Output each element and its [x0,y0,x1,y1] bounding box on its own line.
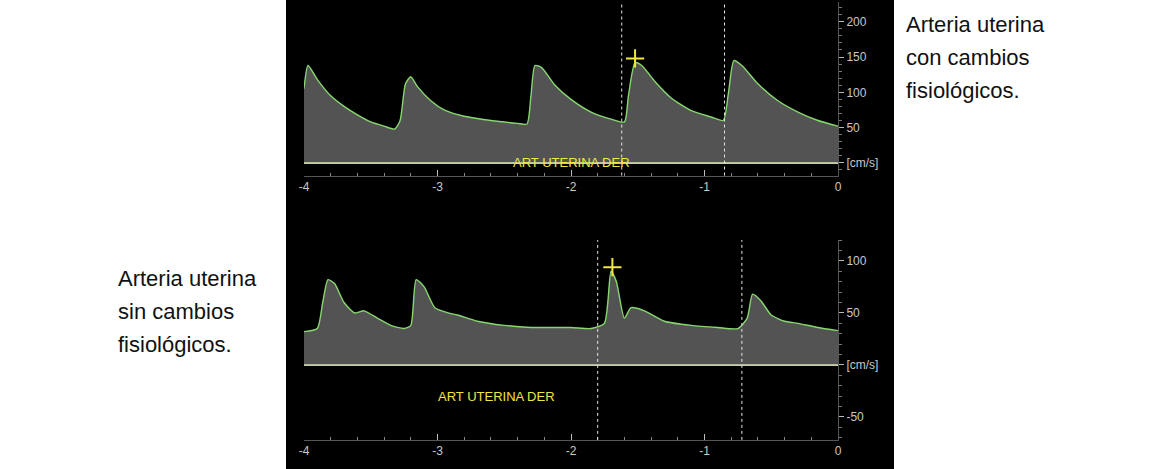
svg-text:50: 50 [846,306,860,320]
svg-text:[cm/s]: [cm/s] [846,156,878,170]
svg-text:200: 200 [846,15,866,29]
svg-text:ART UTERINA DER: ART UTERINA DER [438,389,555,404]
svg-text:0: 0 [835,444,842,458]
svg-text:-4: -4 [299,180,310,194]
svg-text:[cm/s]: [cm/s] [846,358,878,372]
svg-text:50: 50 [846,121,860,135]
svg-text:100: 100 [846,254,866,268]
svg-text:-1: -1 [699,180,710,194]
svg-text:100: 100 [846,86,866,100]
svg-text:-3: -3 [432,444,443,458]
svg-text:-4: -4 [299,444,310,458]
html-text:Arteria uterina con cambios fi: Arteria uterina con cambios fisiológicos… [906,12,1045,103]
svg-text:-2: -2 [566,180,577,194]
svg-text:-3: -3 [432,180,443,194]
html-text:Arteria uterina sin cambios fi: Arteria uterina sin cambios fisiológicos… [118,266,257,357]
svg-text:0: 0 [835,180,842,194]
svg-text:-1: -1 [699,444,710,458]
svg-text:150: 150 [846,50,866,64]
svg-text:-2: -2 [566,444,577,458]
svg-text:ART UTERINA DER: ART UTERINA DER [513,155,630,170]
svg-text:-50: -50 [846,410,864,424]
